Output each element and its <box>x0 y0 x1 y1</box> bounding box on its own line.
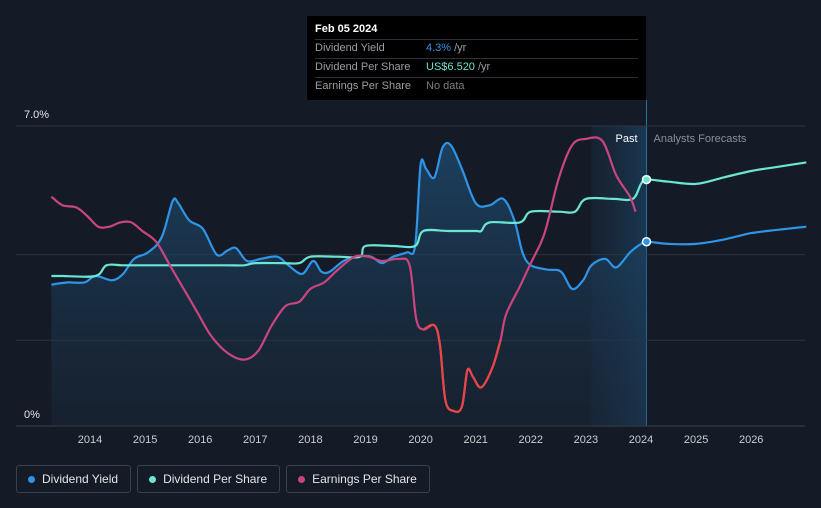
x-tick-label: 2022 <box>519 434 543 446</box>
dividend-yield-marker <box>641 236 652 247</box>
x-tick-label: 2024 <box>629 434 653 446</box>
dividend-yield-line <box>51 141 807 291</box>
x-tick-label: 2017 <box>243 434 267 446</box>
x-tick-label: 2020 <box>408 434 432 446</box>
tooltip: Feb 05 2024 Dividend Yield 4.3% /yr Divi… <box>307 16 646 100</box>
legend-item-dividend-per-share[interactable]: Dividend Per Share <box>137 465 281 493</box>
earnings-per-share-line <box>50 136 637 414</box>
tooltip-row-earnings-per-share: Earnings Per Share No data <box>315 78 638 96</box>
dividend-per-share-marker <box>641 174 652 185</box>
x-tick-label: 2023 <box>574 434 598 446</box>
earnings-per-share-dot-icon <box>298 475 306 483</box>
x-tick-label: 2014 <box>78 434 102 446</box>
dividend-per-share-dot-icon <box>149 475 157 483</box>
dividend-yield-area <box>51 142 647 426</box>
y-tick-label: 0% <box>24 409 40 421</box>
x-tick-label: 2018 <box>298 434 322 446</box>
x-tick-label: 2015 <box>133 434 157 446</box>
x-tick-label: 2025 <box>684 434 708 446</box>
legend-label: Dividend Per Share <box>163 472 268 486</box>
tooltip-label: Dividend Per Share <box>315 61 411 73</box>
legend-label: Earnings Per Share <box>312 472 417 486</box>
tooltip-label: Earnings Per Share <box>315 80 411 92</box>
dividend-yield-dot-icon <box>28 475 35 483</box>
x-tick-label: 2021 <box>463 434 487 446</box>
legend-label: Dividend Yield <box>42 472 119 486</box>
tooltip-value: US$6.520 <box>426 61 475 73</box>
tooltip-label: Dividend Yield <box>315 42 385 54</box>
tooltip-row-dividend-yield: Dividend Yield 4.3% /yr <box>315 40 638 59</box>
earnings-per-share-negative-segment <box>422 323 502 414</box>
tooltip-value: No data <box>426 80 465 92</box>
y-tick-label: 7.0% <box>24 109 49 121</box>
tooltip-value: 4.3% <box>426 42 452 54</box>
x-tick-label: 2019 <box>353 434 377 446</box>
tooltip-row-dividend-per-share: Dividend Per Share US$6.520 /yr <box>315 59 638 78</box>
legend-item-earnings-per-share[interactable]: Earnings Per Share <box>286 465 430 493</box>
tooltip-date: Feb 05 2024 <box>315 22 638 40</box>
x-tick-label: 2016 <box>188 434 212 446</box>
chart-area: 7.0% 0% 2014 2015 2016 2017 2018 2019 2020 2021 20… <box>16 100 807 446</box>
past-label: Past <box>615 133 637 145</box>
tooltip-unit: /yr <box>454 42 467 54</box>
tooltip-unit: /yr <box>477 61 491 73</box>
x-tick-label: 2026 <box>739 434 763 446</box>
forecast-label: Analysts Forecasts <box>654 133 747 145</box>
legend-item-dividend-yield[interactable]: Dividend Yield <box>16 465 132 493</box>
legend: Dividend Yield Dividend Per Share Earnin… <box>16 465 430 493</box>
